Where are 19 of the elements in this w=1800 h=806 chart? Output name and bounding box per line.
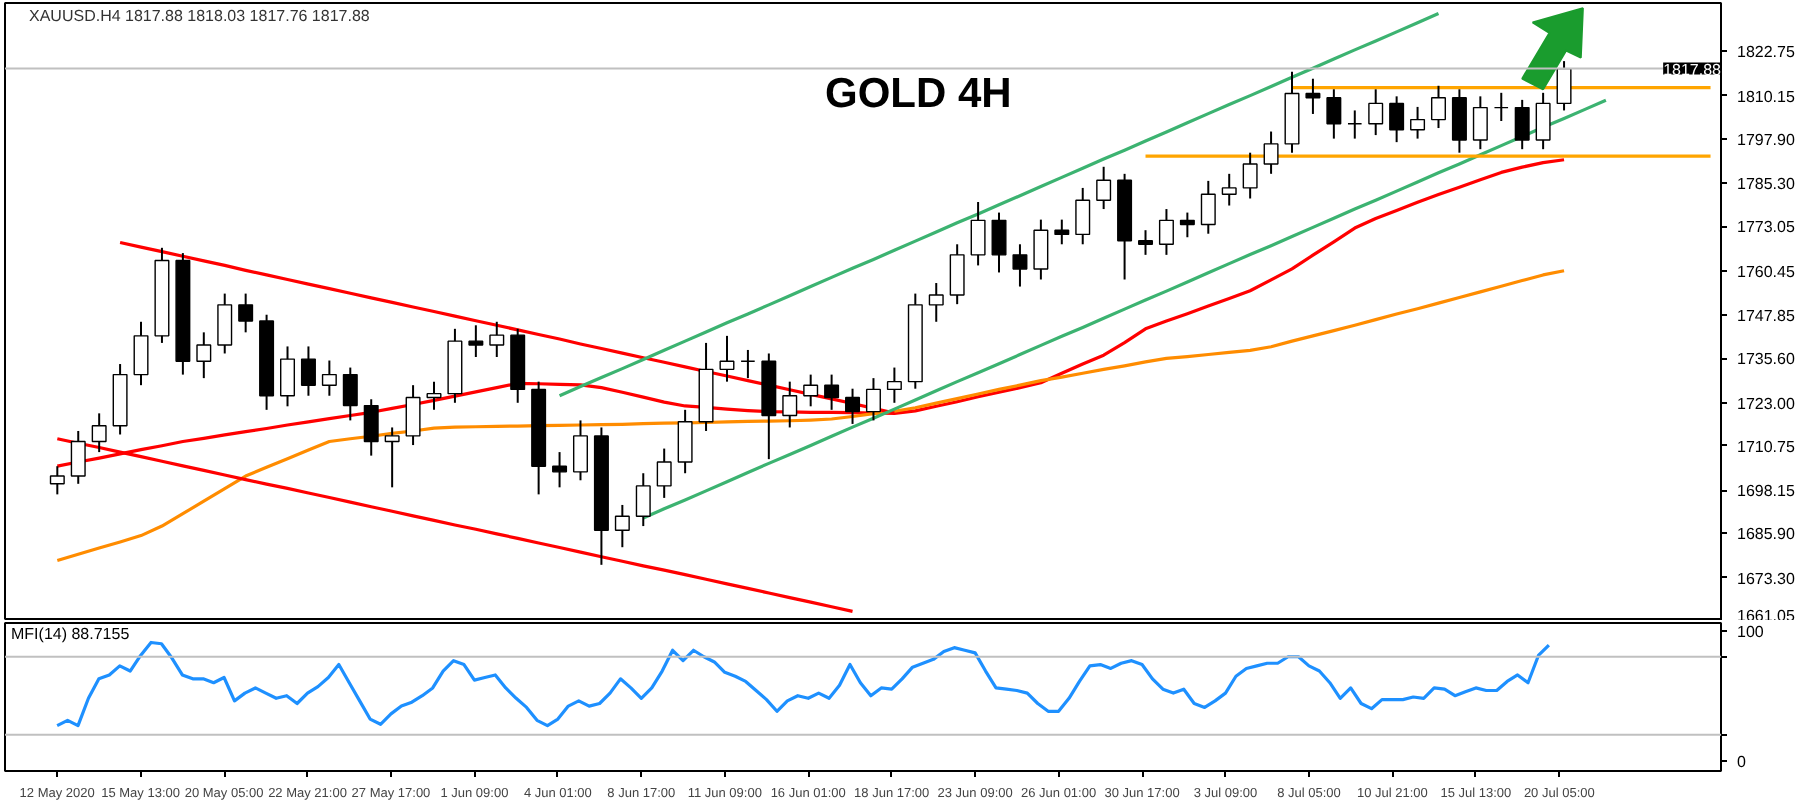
y-tick-label: 0 — [1737, 752, 1747, 771]
y-tick-label: 1797.90 — [1737, 130, 1796, 149]
y-tick-label: 1685.90 — [1737, 525, 1796, 544]
y-tick-label: 1822.75 — [1737, 43, 1796, 62]
y-tick-label: 1785.30 — [1737, 175, 1796, 194]
ref-line-label: 1817.88 — [1663, 60, 1723, 79]
y-tick-label: 1760.45 — [1737, 262, 1796, 281]
y-tick-label: 1698.15 — [1737, 482, 1796, 501]
y-tick-label: 1710.75 — [1737, 437, 1796, 456]
chart-subtitle: XAUUSD.H4 1817.88 1818.03 1817.76 1817.88 — [29, 7, 371, 25]
y-tick-label: 1747.85 — [1737, 307, 1796, 326]
y-tick-label: 1723.00 — [1737, 394, 1796, 413]
y-tick-label: 1773.05 — [1737, 218, 1796, 237]
text: GOLD 4H — [825, 71, 1012, 117]
chart-title: MFI(14) 88.7155 — [11, 625, 131, 643]
y-tick-label: 1810.15 — [1737, 87, 1796, 106]
y-tick-label: 1735.60 — [1737, 350, 1796, 369]
y-tick-label: 100 — [1737, 622, 1765, 641]
y-tick-label: 1673.30 — [1737, 569, 1796, 588]
